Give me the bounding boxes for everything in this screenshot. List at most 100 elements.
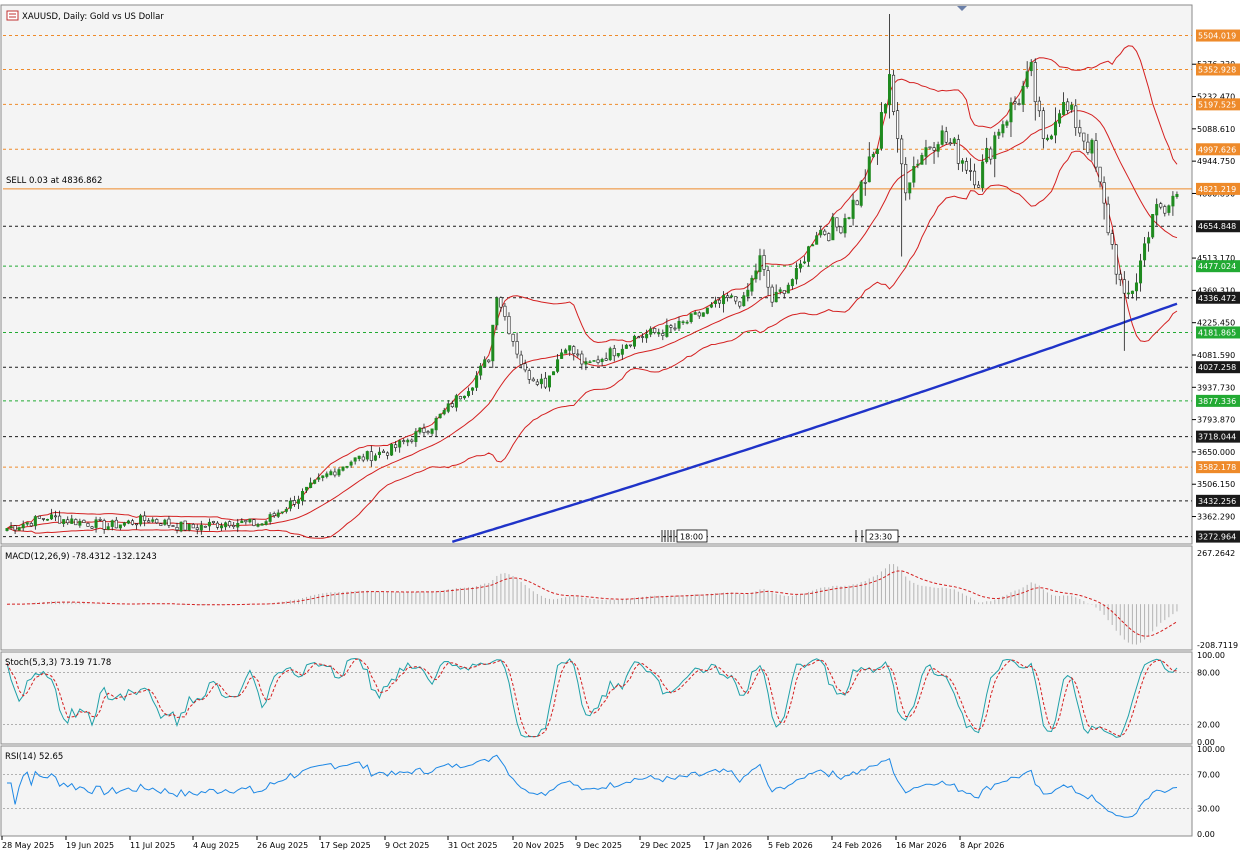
candle bbox=[604, 352, 608, 361]
rsi-panel[interactable] bbox=[0, 745, 1193, 837]
candle bbox=[25, 522, 29, 527]
candle bbox=[1013, 96, 1017, 111]
candle bbox=[147, 518, 151, 523]
date-tick-label: 17 Sep 2025 bbox=[320, 841, 371, 850]
candle bbox=[475, 371, 479, 391]
candle bbox=[637, 335, 641, 339]
candle bbox=[1143, 236, 1147, 267]
candle bbox=[1005, 119, 1009, 128]
candle bbox=[66, 516, 70, 525]
candle bbox=[1021, 80, 1025, 113]
candle bbox=[1122, 271, 1126, 351]
price-tick-label: 4369.310 bbox=[1197, 286, 1235, 295]
stoch-panel[interactable] bbox=[0, 651, 1193, 745]
sma-line bbox=[451, 302, 1178, 543]
candle bbox=[928, 146, 932, 150]
candle bbox=[952, 136, 956, 146]
candle bbox=[693, 310, 697, 315]
candle bbox=[78, 518, 82, 528]
stoch-tick-label: 20.00 bbox=[1197, 721, 1220, 730]
candle bbox=[402, 438, 406, 445]
stochastic-indicator: 100.00 80.00 20.00 0.00 bbox=[3, 651, 1225, 747]
candle bbox=[1134, 273, 1138, 301]
candle bbox=[997, 128, 1001, 139]
date-axis: 28 May 2025 19 Jun 2025 11 Jul 2025 4 Aug 2… bbox=[1, 836, 1004, 850]
candle bbox=[1082, 132, 1086, 150]
candle bbox=[572, 345, 576, 361]
symbol-icon bbox=[6, 10, 19, 21]
level-price-box-14 bbox=[1196, 530, 1240, 543]
price-tick-label: 4944.750 bbox=[1197, 157, 1235, 166]
candle bbox=[82, 519, 86, 523]
candle bbox=[341, 466, 345, 472]
candle bbox=[855, 199, 859, 206]
candle bbox=[292, 495, 296, 507]
time-marker-1-label: 18:00 bbox=[680, 533, 703, 542]
candle bbox=[1029, 59, 1033, 77]
candle bbox=[232, 521, 236, 529]
candle bbox=[1074, 99, 1078, 136]
level-price-box-10 bbox=[1196, 394, 1240, 407]
candle bbox=[519, 350, 523, 369]
date-tick-label: 16 Mar 2026 bbox=[896, 841, 947, 850]
candle bbox=[361, 453, 365, 463]
candle bbox=[369, 445, 373, 467]
candle bbox=[1175, 191, 1179, 199]
price-panel[interactable] bbox=[0, 4, 1193, 545]
candle bbox=[653, 327, 657, 335]
candle bbox=[932, 142, 936, 164]
candle bbox=[1062, 92, 1066, 116]
candle bbox=[685, 320, 689, 325]
candle bbox=[398, 439, 402, 453]
level-price-box-5 bbox=[1196, 220, 1240, 233]
candle bbox=[592, 360, 596, 362]
candle bbox=[390, 443, 394, 456]
level-price-label: 5352.928 bbox=[1198, 65, 1236, 74]
level-price-box-11 bbox=[1196, 430, 1240, 443]
candles bbox=[5, 13, 1179, 535]
candle bbox=[224, 521, 228, 531]
price-tick-label: 4081.590 bbox=[1197, 351, 1235, 360]
candle bbox=[430, 428, 434, 437]
candle bbox=[543, 372, 547, 389]
candle bbox=[940, 125, 944, 146]
candle bbox=[264, 519, 268, 526]
candle bbox=[612, 344, 616, 362]
candle bbox=[260, 523, 264, 526]
time-marker-2-label: 23:30 bbox=[869, 533, 892, 542]
rsi-tick-label: 70.00 bbox=[1197, 771, 1220, 780]
level-price-box-9 bbox=[1196, 361, 1240, 374]
candle bbox=[317, 473, 321, 482]
candle bbox=[1106, 196, 1110, 236]
candle bbox=[851, 193, 855, 226]
candle bbox=[143, 511, 147, 527]
candle bbox=[568, 345, 572, 357]
candle bbox=[1017, 98, 1021, 106]
candle bbox=[191, 523, 195, 529]
candle bbox=[1001, 120, 1005, 138]
candle bbox=[722, 291, 726, 313]
candle bbox=[774, 284, 778, 303]
candle bbox=[1167, 204, 1171, 216]
candle bbox=[58, 510, 62, 524]
candle bbox=[527, 368, 531, 384]
date-tick-label: 11 Jul 2025 bbox=[130, 841, 175, 850]
candle bbox=[709, 302, 713, 309]
candle bbox=[240, 518, 244, 524]
candle bbox=[126, 519, 130, 525]
date-tick-label: 17 Jan 2026 bbox=[704, 841, 752, 850]
candle bbox=[1070, 101, 1074, 113]
time-marker-1: 18:00 bbox=[661, 529, 708, 543]
macd-label: MACD(12,26,9) -78.4312 -132.1243 bbox=[5, 552, 157, 562]
candle bbox=[483, 356, 487, 368]
candle bbox=[41, 518, 45, 522]
candle bbox=[1025, 61, 1029, 89]
level-price-label: 5504.019 bbox=[1198, 32, 1236, 41]
price-tick-label: 3937.730 bbox=[1197, 383, 1235, 392]
scroll-marker-icon[interactable] bbox=[957, 6, 967, 11]
level-price-label: 4477.024 bbox=[1198, 262, 1236, 271]
candle bbox=[394, 441, 398, 452]
stoch-tick-label: 0.00 bbox=[1197, 738, 1215, 747]
candle bbox=[422, 423, 426, 437]
candle bbox=[717, 298, 722, 309]
